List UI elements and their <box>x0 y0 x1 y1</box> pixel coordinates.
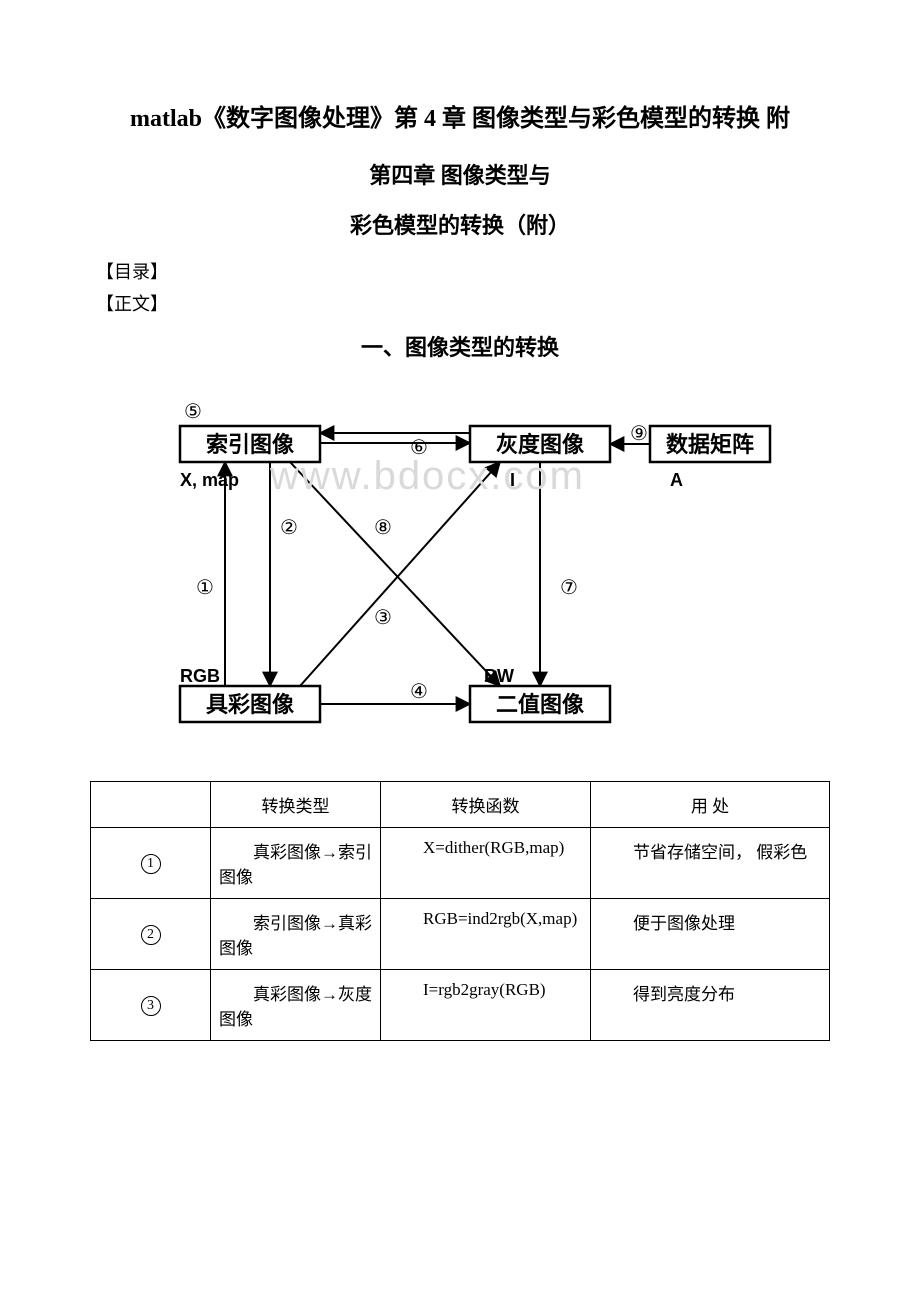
svg-text:具彩图像: 具彩图像 <box>206 692 295 717</box>
meta-body: 【正文】 <box>60 290 860 316</box>
svg-text:④: ④ <box>410 681 428 703</box>
svg-text:⑤: ⑤ <box>184 401 202 423</box>
svg-text:A: A <box>670 470 683 490</box>
th-blank <box>91 782 211 828</box>
svg-text:②: ② <box>280 517 298 539</box>
svg-text:数据矩阵: 数据矩阵 <box>666 432 754 457</box>
table-header-row: 转换类型 转换函数 用 处 <box>91 782 830 828</box>
svg-text:RGB: RGB <box>180 666 220 686</box>
svg-text:I: I <box>510 470 515 490</box>
th-func: 转换函数 <box>381 782 591 828</box>
svg-text:⑨: ⑨ <box>630 423 648 445</box>
section-heading: 一、图像类型的转换 <box>60 330 860 362</box>
svg-text:索引图像: 索引图像 <box>206 432 295 457</box>
table-row: 2索引图像→真彩图像RGB=ind2rgb(X,map)便于图像处理 <box>91 899 830 970</box>
svg-text:X, map: X, map <box>180 470 239 490</box>
svg-text:⑥: ⑥ <box>410 437 428 459</box>
chapter-title-1: 第四章 图像类型与 <box>60 158 860 190</box>
svg-text:灰度图像: 灰度图像 <box>496 432 585 457</box>
conversion-diagram: www.bdocx.com 索引图像X, map灰度图像I数据矩阵A具彩图像RG… <box>140 386 780 751</box>
th-type: 转换类型 <box>211 782 381 828</box>
page-title: matlab《数字图像处理》第 4 章 图像类型与彩色模型的转换 附 <box>60 100 860 138</box>
svg-text:⑦: ⑦ <box>560 577 578 599</box>
table-row: 1真彩图像→索引图像X=dither(RGB,map)节省存储空间， 假彩色 <box>91 828 830 899</box>
svg-text:①: ① <box>196 577 214 599</box>
conversion-table: 转换类型 转换函数 用 处 1真彩图像→索引图像X=dither(RGB,map… <box>90 781 830 1041</box>
table-row: 3真彩图像→灰度图像I=rgb2gray(RGB)得到亮度分布 <box>91 970 830 1041</box>
diagram-svg: 索引图像 X, map 灰度图像 I 数据矩阵 A 具彩图像 RGB 二值图像 BW ⑤ ⑥ ⑨ ② ⑧ ① ③… <box>140 386 780 746</box>
svg-text:⑧: ⑧ <box>374 517 392 539</box>
th-use: 用 处 <box>591 782 830 828</box>
svg-text:BW: BW <box>484 666 514 686</box>
svg-text:二值图像: 二值图像 <box>496 692 585 717</box>
chapter-title-2: 彩色模型的转换（附） <box>60 208 860 240</box>
meta-toc: 【目录】 <box>60 258 860 284</box>
svg-text:③: ③ <box>374 607 392 629</box>
